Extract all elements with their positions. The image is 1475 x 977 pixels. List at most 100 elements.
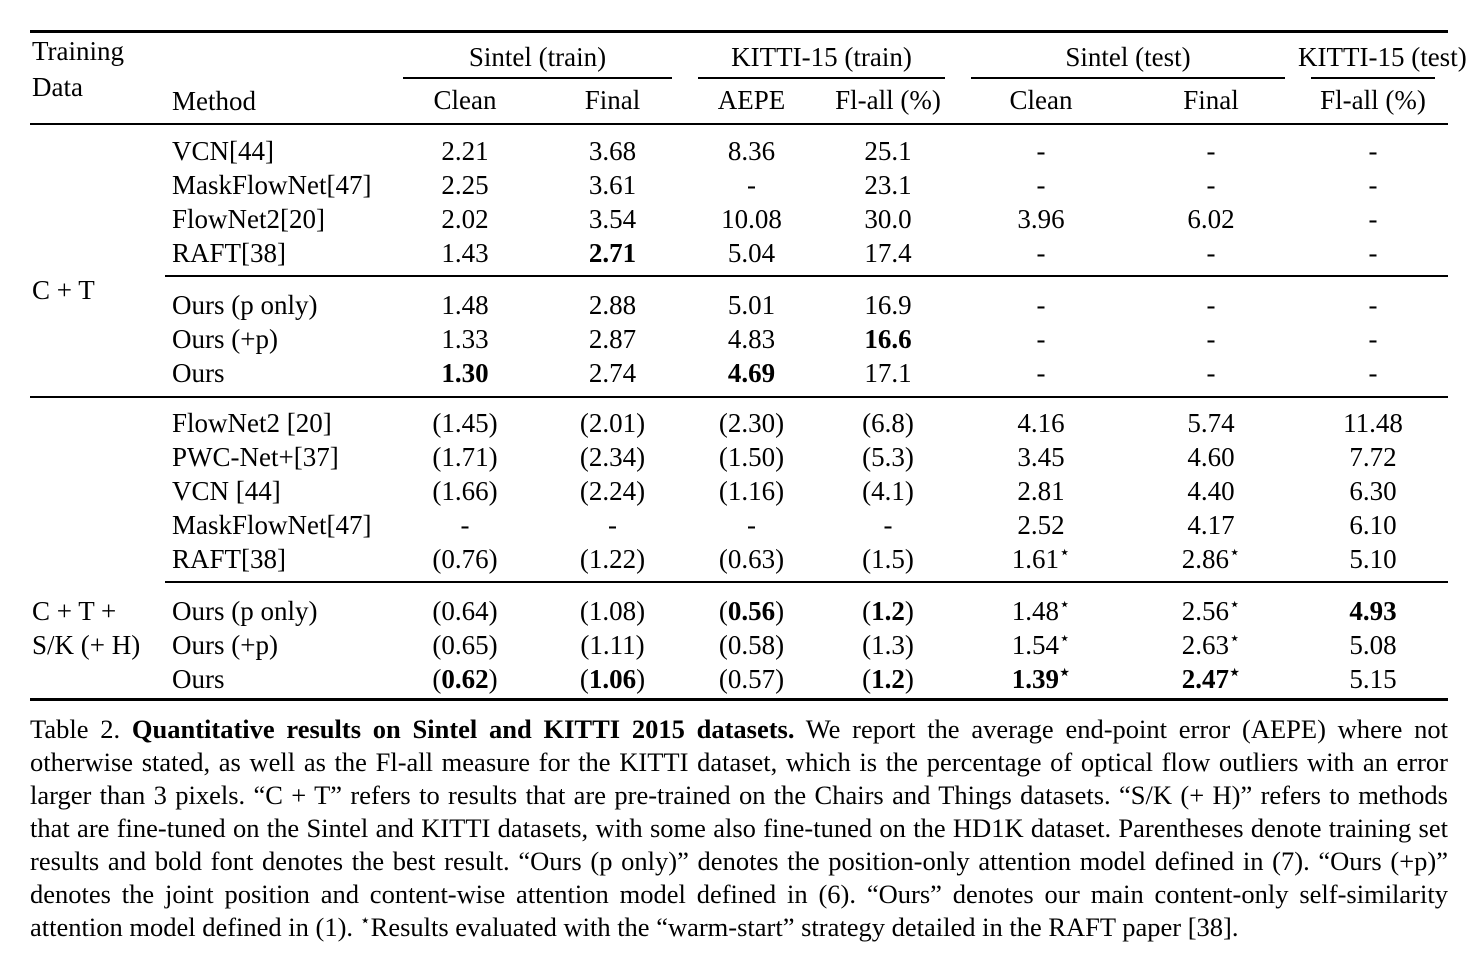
value-cell: (0.64) — [432, 596, 498, 626]
value-cell: 1.30 — [441, 358, 489, 388]
caption-prefix: Table 2. — [30, 714, 132, 744]
value-cell: (1.3) — [862, 630, 914, 660]
value-cell: 1.39⋆ — [1011, 662, 1071, 694]
value-cell: (5.3) — [862, 442, 914, 472]
value-cell: - — [1036, 290, 1046, 320]
value-cell: 17.4 — [864, 238, 912, 268]
subheader-flall-train: Fl-all (%) — [835, 85, 941, 115]
value-cell: 4.40 — [1187, 476, 1235, 506]
value-cell: 5.15 — [1349, 664, 1397, 694]
value-cell: 4.69 — [727, 358, 776, 388]
value-cell: (0.58) — [718, 630, 785, 660]
method-cell: MaskFlowNet[47] — [172, 510, 372, 540]
value-cell: 4.93 — [1349, 596, 1397, 626]
subheader-clean-train: Clean — [433, 85, 497, 115]
table-header: Training Data Method Sintel (train) KITT… — [30, 33, 1467, 123]
value-cell: 5.04 — [727, 238, 776, 268]
method-cell: VCN [44] — [172, 476, 281, 506]
value-cell: 2.25 — [441, 170, 489, 200]
value-cell: 7.72 — [1349, 442, 1397, 472]
value-cell: (2.01) — [579, 408, 646, 438]
value-cell: 6.10 — [1349, 510, 1397, 540]
star-marker: ⋆ — [359, 910, 371, 931]
mid-rule — [165, 275, 1448, 277]
value-cell: - — [1036, 238, 1046, 268]
subheader-final-test: Final — [1183, 85, 1239, 115]
value-cell: (1.66) — [432, 476, 498, 506]
value-cell: 25.1 — [864, 136, 912, 166]
value-cell: 2.88 — [588, 290, 637, 320]
subheader-flall-test: Fl-all (%) — [1320, 85, 1426, 115]
value-cell: (6.8) — [862, 408, 914, 438]
value-cell: 4.60 — [1187, 442, 1235, 472]
value-cell: (2.24) — [579, 476, 646, 506]
value-cell: 17.1 — [864, 358, 912, 388]
value-cell: - — [460, 510, 470, 540]
value-cell: 1.48⋆ — [1011, 594, 1071, 626]
value-cell: (0.56) — [718, 596, 785, 626]
value-cell: 2.56⋆ — [1181, 594, 1241, 626]
value-cell: 2.86⋆ — [1181, 542, 1241, 574]
method-cell: Ours (p only) — [172, 596, 318, 626]
star-marker: ⋆ — [1229, 594, 1241, 614]
star-marker: ⋆ — [1229, 662, 1241, 682]
cmidrule-sintel-test — [971, 77, 1285, 79]
value-cell: (1.45) — [432, 408, 498, 438]
value-cell: 30.0 — [864, 204, 912, 234]
value-cell: - — [1206, 238, 1216, 268]
method-cell: RAFT[38] — [172, 238, 286, 268]
group-header-sintel-train: Sintel (train) — [390, 33, 685, 79]
value-cell: (1.2) — [862, 664, 914, 694]
value-cell: - — [747, 170, 756, 200]
value-cell: 6.30 — [1349, 476, 1397, 506]
value-cell: - — [1206, 136, 1216, 166]
value-cell: 3.68 — [588, 136, 637, 166]
value-cell: 2.81 — [1017, 476, 1065, 506]
top-rule — [30, 30, 1448, 33]
value-cell: 2.71 — [588, 238, 637, 268]
results-table: Training Data Method Sintel (train) KITT… — [30, 30, 1467, 701]
value-cell: - — [1036, 170, 1046, 200]
value-cell: - — [1368, 170, 1378, 200]
value-cell: (2.34) — [579, 442, 646, 472]
caption-bold-lead: Quantitative results on Sintel and KITTI… — [131, 714, 795, 744]
caption-star-note: Results evaluated with the “warm-start” … — [370, 912, 1239, 942]
value-cell: - — [1206, 170, 1216, 200]
star-marker: ⋆ — [1229, 542, 1241, 562]
caption-body: We report the average end-point error (A… — [30, 714, 1448, 942]
value-cell: - — [608, 510, 617, 540]
value-cell: - — [1206, 290, 1216, 320]
mid-rule — [165, 581, 1448, 583]
section-c-t-sk-h: FlowNet2 [20] (1.45) (2.01) (2.30) (6.8) 4.16… — [30, 406, 1448, 696]
subheader-final-train: Final — [584, 85, 641, 115]
method-cell: FlowNet2 [20] — [172, 408, 332, 438]
value-cell: (0.63) — [718, 544, 785, 574]
value-cell: - — [747, 510, 756, 540]
value-cell: (1.5) — [862, 544, 914, 574]
value-cell: (1.06) — [579, 664, 646, 694]
value-cell: (1.22) — [579, 544, 646, 574]
subheader-aepe: AEPE — [717, 85, 786, 115]
value-cell: 5.74 — [1187, 408, 1235, 438]
value-cell: 2.52 — [1017, 510, 1065, 540]
value-cell: 23.1 — [864, 170, 912, 200]
value-cell: 2.47⋆ — [1181, 662, 1241, 694]
value-cell: 16.6 — [864, 324, 912, 354]
value-cell: - — [1036, 136, 1046, 166]
method-cell: Ours (+p) — [172, 324, 278, 354]
value-cell: (1.08) — [579, 596, 646, 626]
value-cell: 3.54 — [588, 204, 637, 234]
value-cell: 2.63⋆ — [1181, 628, 1241, 660]
value-cell: - — [1206, 358, 1216, 388]
method-cell: MaskFlowNet[47] — [172, 170, 372, 200]
value-cell: 5.01 — [727, 290, 776, 320]
value-cell: 4.83 — [727, 324, 776, 354]
value-cell: 4.17 — [1187, 510, 1235, 540]
method-cell: Ours (+p) — [172, 630, 278, 660]
cmidrule-sintel-train — [403, 77, 672, 79]
method-cell: Ours — [172, 664, 225, 694]
value-cell: - — [1036, 324, 1046, 354]
method-cell: Ours — [172, 358, 225, 388]
value-cell: 8.36 — [727, 136, 776, 166]
training-data-header-line1: Training — [32, 36, 125, 66]
